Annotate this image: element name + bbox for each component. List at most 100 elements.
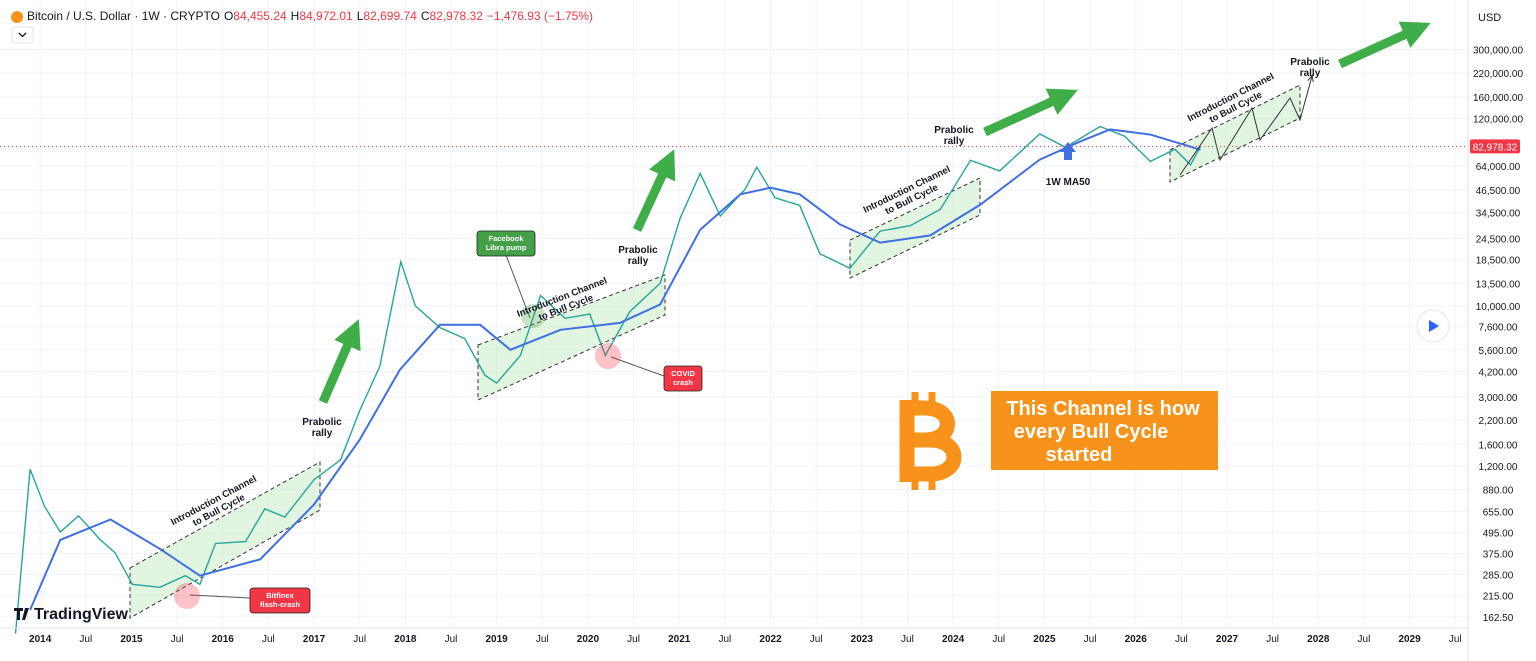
rally-label: rally [312,428,333,439]
collapse-icon [18,32,27,38]
x-tick-label: 2021 [668,634,691,645]
callout-box [249,587,311,614]
banner-text: started [1046,444,1113,466]
ohlc-key: L [356,9,364,23]
y-tick-label: 24,500.00 [1476,234,1521,245]
callout-text: Facebook [488,234,524,243]
rally-arrow [318,319,361,404]
ohlc-value: 82,699.74 [363,9,417,23]
x-tick-label: Jul [79,634,92,645]
x-tick-label: Jul [353,634,366,645]
annotations: PrabolicrallyPrabolicrallyPrabolicrallyP… [169,57,1330,614]
callout-text: COVID [671,369,695,378]
y-tick-label: 2,200.00 [1479,416,1518,427]
x-tick-label: 2023 [851,634,874,645]
header: Bitcoin / U.S. Dollar · 1W · CRYPTO O84,4… [27,9,593,23]
grid [0,0,1468,628]
rally-arrow [632,149,676,232]
rally-label: rally [1300,68,1321,79]
y-tick-label: 162.50 [1483,613,1514,624]
y-tick-label: 655.00 [1483,508,1514,519]
event-marker [595,343,621,369]
rally-label: Prabolic [618,245,658,256]
y-tick-label: 220,000.00 [1473,69,1523,80]
y-tick-label: 1,200.00 [1479,462,1518,473]
callout-line [189,594,251,599]
callout-box [663,365,703,392]
ma-arrow [1060,142,1076,160]
collapse-button[interactable] [11,26,34,44]
x-tick-label: Jul [1449,634,1462,645]
y-tick-label: 7,600.00 [1479,323,1518,334]
x-tick-label: Jul [262,634,275,645]
banner-box [991,391,1218,470]
callout-text: flash-crash [260,600,300,609]
ma-line [29,128,1201,611]
x-tick-label: Jul [171,634,184,645]
y-tick-label: 64,000.00 [1476,162,1521,173]
callout-line [610,356,665,377]
x-tick-label: Jul [1358,634,1371,645]
event-marker [521,304,545,328]
change-value: −1,476.93 (−1.75%) [486,9,593,23]
symbol-title: Bitcoin / U.S. Dollar · 1W · CRYPTO [27,9,220,23]
ohlc-value: 84,972.01 [299,9,353,23]
x-tick-label: 2016 [212,634,235,645]
projection-path [1179,76,1312,176]
x-tick-label: 2027 [1216,634,1239,645]
x-tick-label: 2014 [29,634,52,645]
channel [849,177,981,279]
x-tick-label: 2022 [759,634,782,645]
y-tick-label: 120,000.00 [1473,115,1523,126]
x-tick-label: 2024 [942,634,965,645]
rally-label: Prabolic [934,125,974,136]
y-tick-label: 215.00 [1483,592,1514,603]
channels [129,84,1301,619]
x-tick-label: 2026 [1125,634,1148,645]
x-tick-label: Jul [1175,634,1188,645]
rally-arrow [1338,21,1431,69]
x-tick-label: 2019 [486,634,509,645]
callout-text: crash [673,378,693,387]
banner-text: This Channel is how [1006,398,1200,420]
x-tick-label: 2029 [1398,634,1421,645]
watermark: TradingView [34,606,129,623]
x-tick-label: Jul [536,634,549,645]
x-tick-label: 2017 [303,634,326,645]
x-tick-label: Jul [1084,634,1097,645]
last-price-label: 82,978.32 [1473,142,1518,153]
callout-text: Bitfinex [266,591,294,600]
rally-label: rally [628,256,649,267]
y-tick-label: 3,000.00 [1479,393,1518,404]
ohlc-key: H [290,9,300,23]
y-tick-label: 300,000.00 [1473,45,1523,56]
bitcoin-logo [899,392,962,490]
last-price-box [1470,139,1520,154]
series [14,125,1202,634]
currency-label: USD [1478,12,1501,24]
ohlc-value: 82,978.32 [429,9,483,23]
y-tick-label: 160,000.00 [1473,93,1523,104]
y-tick-label: 1,600.00 [1479,440,1518,451]
ohlc-value: 84,455.24 [233,9,287,23]
y-tick-label: 495.00 [1483,529,1514,540]
callout-text: Libra pump [486,243,527,252]
callout-line [505,254,531,319]
y-tick-label: 375.00 [1483,550,1514,561]
x-tick-label: Jul [992,634,1005,645]
watermark-icon [14,608,29,620]
channel [1169,84,1301,183]
y-tick-label: 4,200.00 [1479,367,1518,378]
y-tick-label: 13,500.00 [1476,279,1521,290]
callout-box [476,230,536,257]
ma-label: 1W MA50 [1046,177,1091,188]
rally-label: Prabolic [302,417,342,428]
y-tick-label: 285.00 [1483,570,1514,581]
x-tick-label: 2020 [577,634,600,645]
y-tick-label: 5,600.00 [1479,346,1518,357]
y-tick-label: 880.00 [1483,485,1514,496]
price-line [14,125,1202,634]
x-tick-label: Jul [627,634,640,645]
